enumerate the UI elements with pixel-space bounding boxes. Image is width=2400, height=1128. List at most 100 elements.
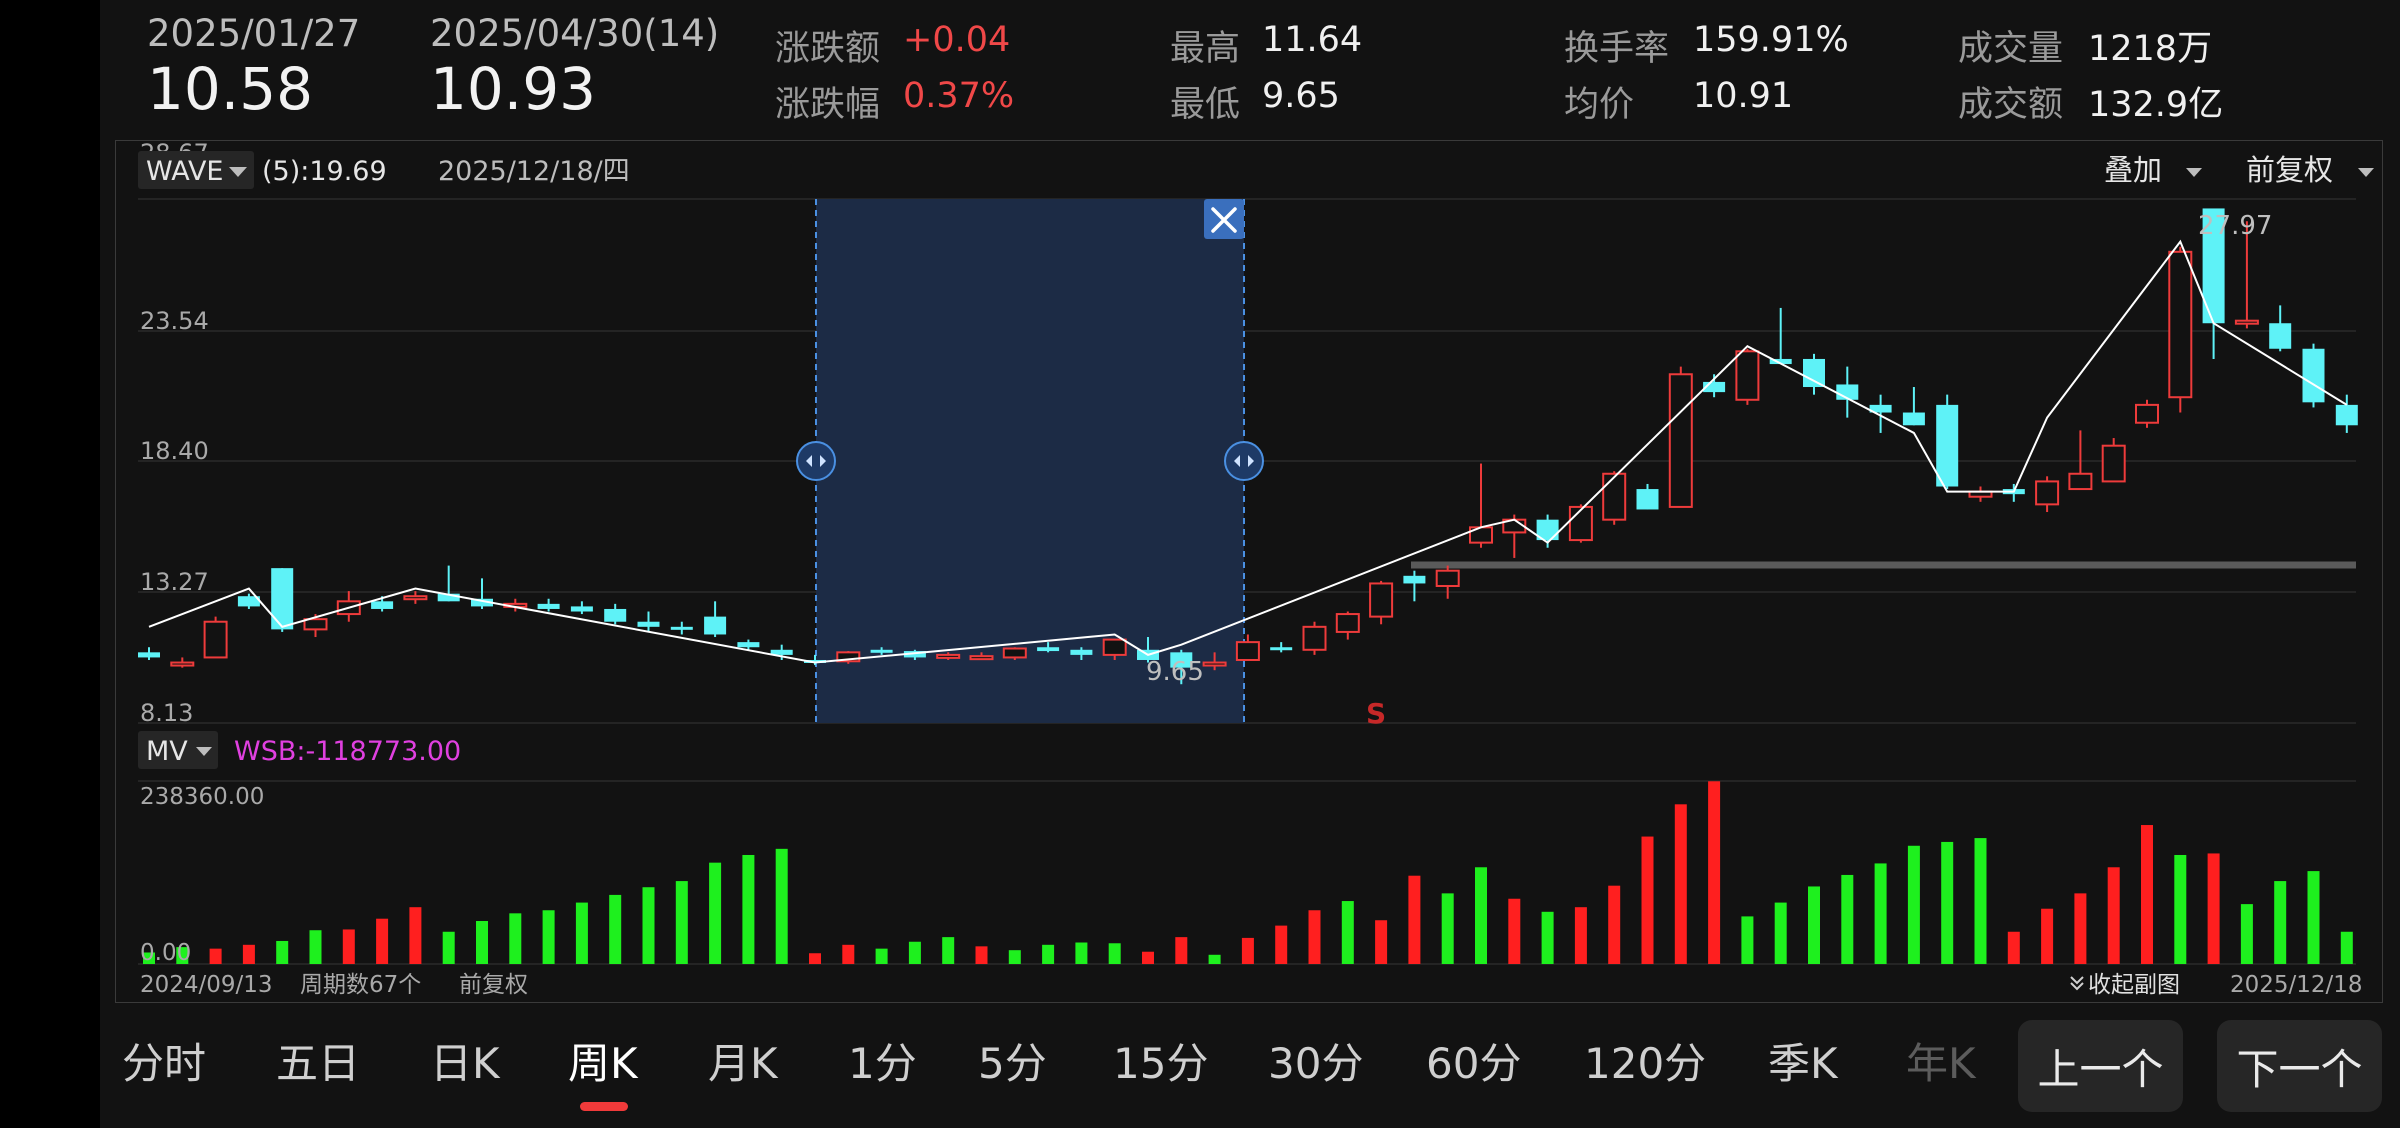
candle (1335, 611, 1360, 640)
footer-end-date: 2025/12/18 (2230, 972, 2363, 998)
footer-start-date: 2024/09/13 (140, 972, 273, 998)
candle (2068, 430, 2093, 491)
candle (604, 603, 627, 625)
next-button[interactable]: 下一个 (2217, 1020, 2382, 1112)
candle (637, 611, 660, 632)
candle-body (969, 655, 994, 661)
volume-bar (1541, 911, 1554, 964)
adjust-selector[interactable]: 前复权 (2246, 153, 2374, 187)
tab-15min[interactable]: 15分 (1113, 1039, 1209, 1088)
candle (2168, 246, 2193, 413)
tab-1min[interactable]: 1分 (848, 1039, 917, 1088)
candle-body (138, 652, 160, 658)
candle (969, 652, 994, 661)
tab-daily-k[interactable]: 日K (430, 1039, 500, 1088)
chart-panel[interactable]: 28.67 23.54 18.40 13.27 8.13 27.97 9.65 … (115, 140, 2383, 1003)
volume-bar (242, 944, 255, 964)
volume-bar (942, 937, 955, 964)
candle-body (836, 651, 861, 663)
tab-five-day[interactable]: 五日 (276, 1039, 361, 1088)
candle-body (1568, 505, 1593, 542)
candle (1070, 647, 1093, 660)
volume-bar (2007, 931, 2020, 964)
candle (1968, 486, 1993, 502)
candle (870, 647, 893, 655)
candle (770, 644, 793, 660)
candle-body (2168, 250, 2193, 399)
volume-bar (2307, 871, 2320, 964)
candle-body (1403, 575, 1426, 584)
active-tab-indicator (580, 1102, 628, 1111)
candle (836, 651, 861, 664)
candle (2035, 476, 2060, 513)
tab-yearly-k[interactable]: 年K (1906, 1039, 1976, 1088)
volume-bar (1008, 950, 1021, 964)
candle (1037, 642, 1060, 653)
volume-bar (1741, 916, 1754, 964)
candle (1170, 649, 1193, 685)
tab-5min[interactable]: 5分 (978, 1039, 1047, 1088)
close-selection-button[interactable] (1204, 199, 1244, 239)
candle (403, 591, 428, 604)
kline-chart[interactable]: 28.67 23.54 18.40 13.27 8.13 27.97 9.65 … (116, 141, 2382, 1002)
y-tick-label: 8.13 (140, 699, 193, 727)
selected-range-band[interactable] (816, 199, 1244, 723)
volume-bar (609, 894, 622, 964)
volume-bar (742, 854, 755, 964)
tab-60min[interactable]: 60分 (1426, 1039, 1522, 1088)
tab-120min[interactable]: 120分 (1584, 1039, 1707, 1088)
volume-bar (642, 887, 655, 964)
average-price-value: 10.91 (1693, 76, 1794, 116)
candle-body (1803, 358, 1825, 388)
candle (2302, 343, 2325, 408)
candle (2202, 208, 2225, 359)
candle-body (2234, 319, 2259, 325)
max-price-label: 27.97 (2198, 211, 2272, 241)
selection-left-handle[interactable] (796, 441, 836, 481)
tab-quarterly-k[interactable]: 季K (1768, 1039, 1838, 1088)
overlay-label: 叠加 (2104, 153, 2162, 187)
candle-body (1202, 661, 1227, 667)
candle-body (2269, 323, 2292, 349)
candle-body (1602, 472, 1627, 521)
candle-body (804, 659, 826, 663)
tab-monthly-k[interactable]: 月K (708, 1039, 778, 1088)
volume-value: 1218万 (2088, 29, 2213, 69)
previous-button[interactable]: 上一个 (2018, 1020, 2183, 1112)
volume-bar (309, 930, 322, 964)
volume-bar (709, 862, 722, 964)
chevron-down-icon (196, 747, 212, 756)
volume-bar (2207, 853, 2220, 964)
tab-intraday[interactable]: 分时 (122, 1039, 207, 1088)
volume-bar (1142, 951, 1154, 964)
indicator-selector[interactable]: WAVE (138, 151, 254, 189)
volume-bar (542, 910, 555, 964)
indicator-name: WAVE (146, 156, 224, 187)
low-value: 9.65 (1262, 76, 1340, 116)
candle-body (2135, 403, 2159, 424)
collapse-subchart-button[interactable]: 收起副图 (2070, 972, 2180, 998)
candle-body (2302, 348, 2325, 403)
candle-body (1002, 647, 1027, 659)
double-chevron-down-icon (2070, 976, 2084, 991)
overlay-selector[interactable]: 叠加 (2104, 153, 2202, 187)
tab-30min[interactable]: 30分 (1268, 1039, 1364, 1088)
high-label: 最高 (1170, 29, 1241, 69)
candle (271, 568, 294, 632)
volume-indicator-selector[interactable]: MV (138, 731, 218, 769)
candle (1302, 621, 1327, 655)
collapse-subchart-label: 收起副图 (2088, 972, 2180, 998)
chevron-down-icon (229, 167, 247, 177)
selection-right-handle[interactable] (1224, 441, 1264, 481)
candle-body (371, 601, 394, 609)
volume-bar (1341, 901, 1354, 964)
candle (903, 649, 926, 660)
candle-body (770, 649, 793, 655)
candle-body (1668, 373, 1693, 508)
candle (1936, 394, 1959, 490)
tab-weekly-k[interactable]: 周K (568, 1039, 638, 1088)
candle (737, 639, 760, 650)
candle-body (570, 606, 593, 612)
candle (936, 652, 961, 660)
volume-bar (975, 946, 988, 964)
